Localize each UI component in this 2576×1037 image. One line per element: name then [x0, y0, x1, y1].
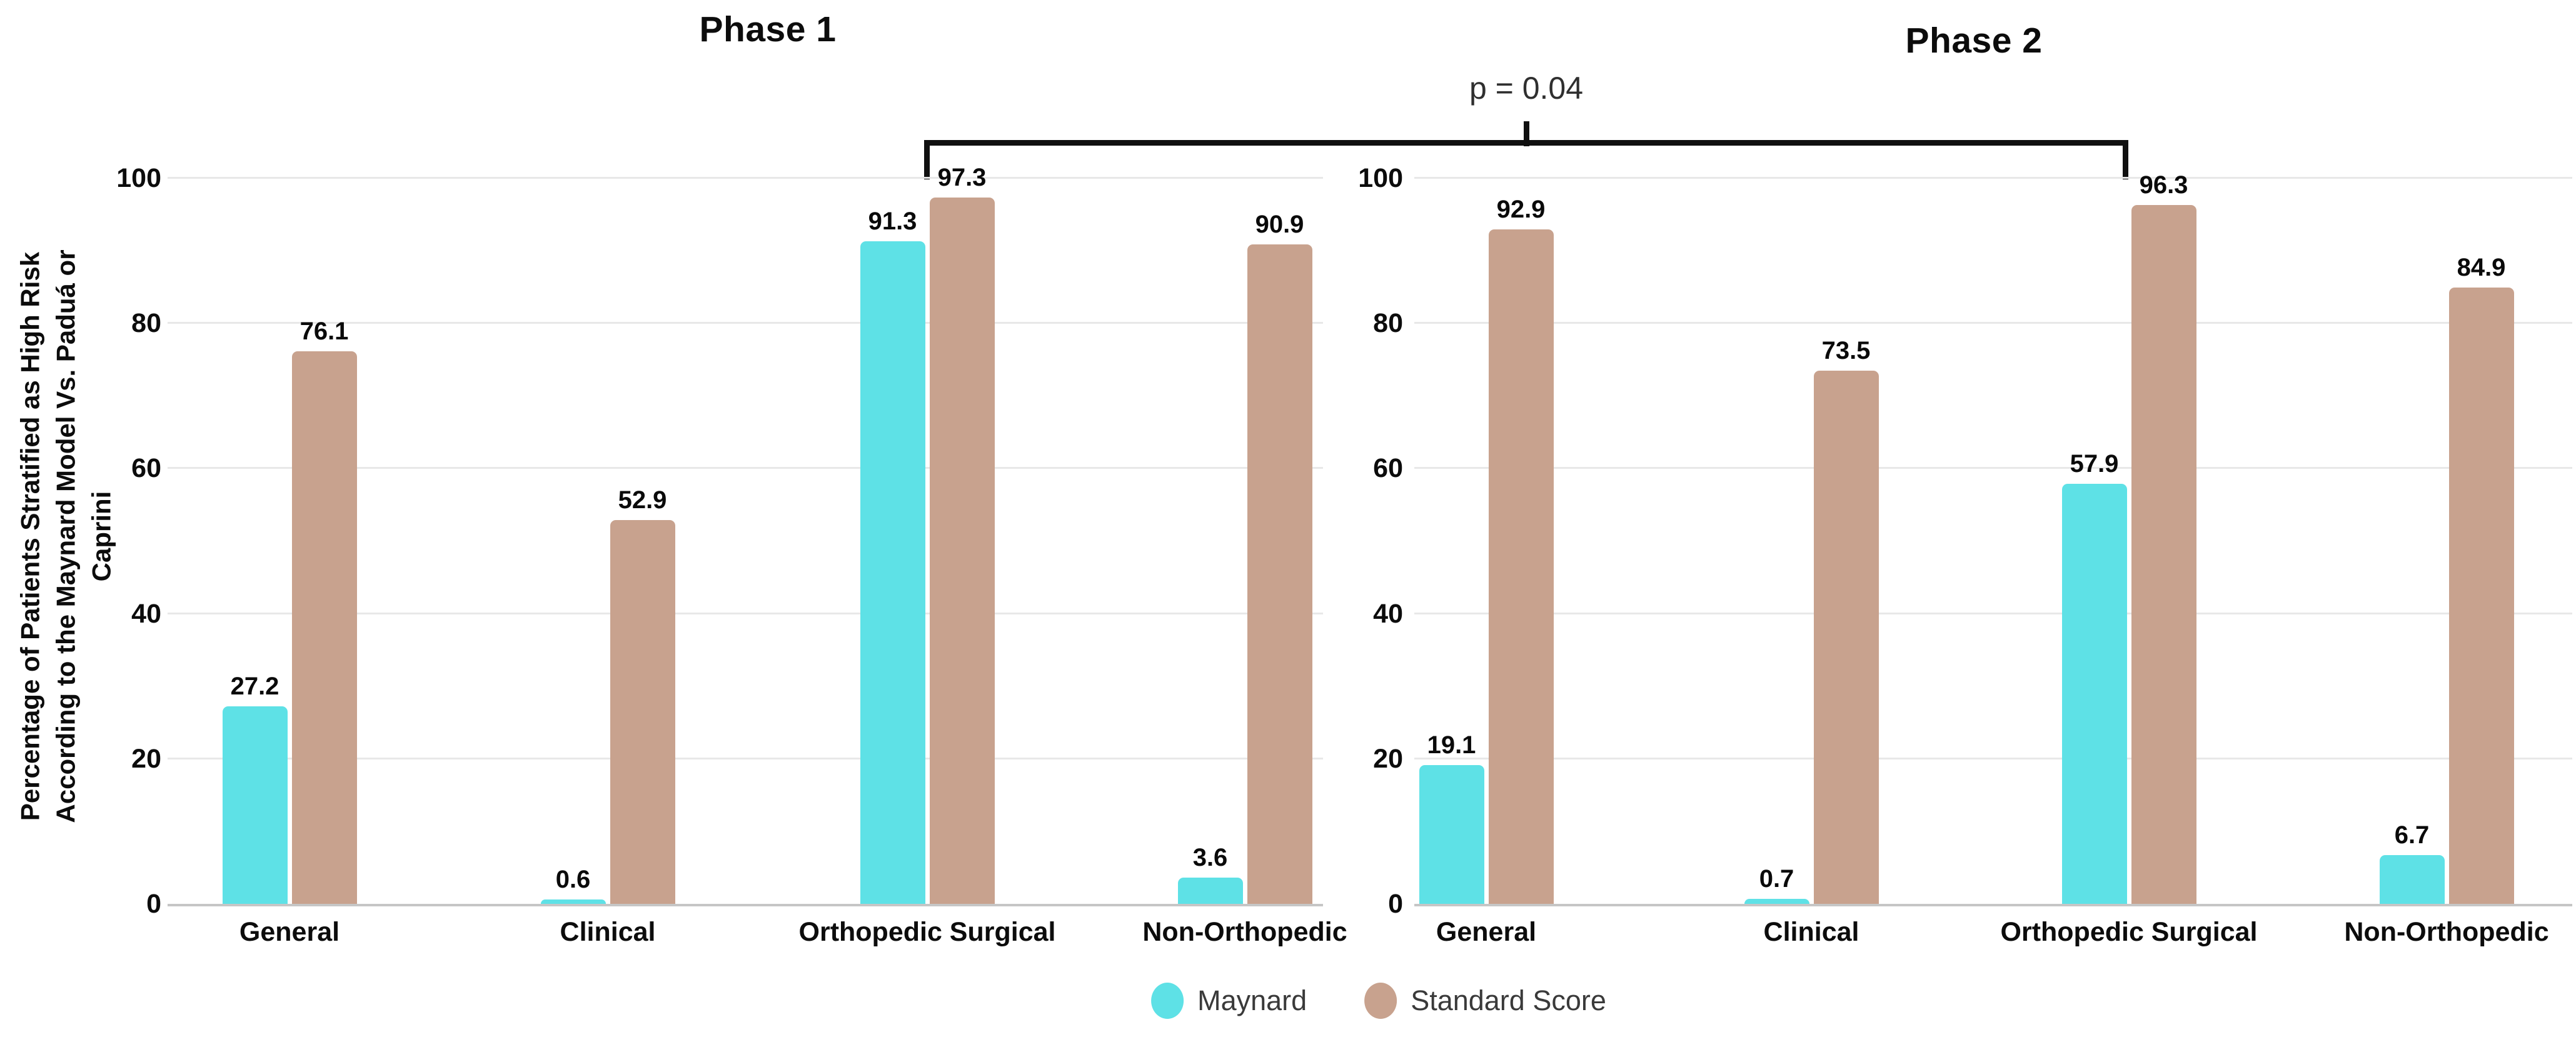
p2-general-standard-score-value-label: 92.9 [1496, 196, 1546, 224]
phase-2-title: Phase 2 [1905, 21, 2043, 61]
p2-non-orthopedic-standard-score-value-label: 84.9 [2457, 254, 2506, 282]
p2-y-tick-40: 40 [1373, 598, 1403, 629]
p2-gridline-0 [1414, 904, 2572, 906]
bracket-right-tick [2123, 140, 2128, 179]
maynard-swatch-icon [1151, 983, 1184, 1019]
phase-1-title: Phase 1 [699, 9, 837, 49]
p2-non-orthopedic-maynard-value-label: 6.7 [2394, 821, 2430, 849]
p2-general-maynard-value-label: 19.1 [1427, 731, 1476, 759]
p1-clinical-standard-score-value-label: 52.9 [618, 486, 667, 514]
p2-y-tick-80: 80 [1373, 308, 1403, 339]
p2-gridline-20 [1414, 757, 2572, 759]
p1-general-maynard-value-label: 27.2 [230, 673, 279, 701]
p1-y-tick-80: 80 [131, 308, 161, 339]
p1-y-tick-0: 0 [146, 889, 161, 919]
p2-orthopedic-surgical-standard-score-bar [2131, 204, 2196, 904]
p1-non-orthopedic-maynard-bar [1177, 878, 1243, 904]
p2-clinical-maynard-value-label: 0.7 [1759, 864, 1794, 893]
p1-orthopedic-surgical-standard-score-value-label: 97.3 [937, 164, 987, 192]
p1-category-clinical: Clinical [560, 917, 656, 947]
p1-general-standard-score-value-label: 76.1 [299, 318, 349, 346]
standard-score-swatch-icon [1364, 983, 1397, 1019]
p1-clinical-maynard-bar [540, 899, 606, 904]
legend-item-standard-score: Standard Score [1364, 983, 1606, 1019]
p2-general-standard-score-bar [1488, 229, 1554, 904]
p2-gridline-100 [1414, 177, 2572, 179]
p2-orthopedic-surgical-maynard-value-label: 57.9 [2070, 449, 2119, 478]
p1-general-maynard-bar [222, 706, 288, 904]
p1-gridline-40 [168, 612, 1323, 614]
legend-label-maynard: Maynard [1197, 984, 1307, 1016]
p1-non-orthopedic-maynard-value-label: 3.6 [1192, 844, 1228, 872]
p2-gridline-60 [1414, 467, 2572, 469]
p2-category-non-orthopedic: Non-Orthopedic [2344, 917, 2549, 947]
p1-clinical-standard-score-bar [610, 519, 675, 904]
p1-category-non-orthopedic: Non-Orthopedic [1142, 917, 1347, 947]
p1-y-tick-60: 60 [131, 453, 161, 484]
p2-clinical-maynard-bar [1744, 898, 1809, 904]
p2-y-tick-60: 60 [1373, 453, 1403, 484]
p2-y-tick-100: 100 [1358, 163, 1403, 193]
p2-non-orthopedic-standard-score-bar [2448, 288, 2514, 904]
p2-clinical-standard-score-value-label: 73.5 [1821, 336, 1871, 364]
p2-gridline-40 [1414, 612, 2572, 614]
p1-orthopedic-surgical-maynard-bar [860, 241, 925, 904]
p1-y-tick-20: 20 [131, 743, 161, 774]
significance-p-value: p = 0.04 [1469, 71, 1584, 106]
p2-general-maynard-bar [1419, 765, 1484, 904]
legend-label-standard-score: Standard Score [1411, 984, 1606, 1016]
p1-y-tick-40: 40 [131, 598, 161, 629]
p1-general-standard-score-bar [291, 351, 357, 904]
legend: Maynard Standard Score [1151, 983, 1606, 1019]
p2-category-orthopedic-surgical: Orthopedic Surgical [2000, 917, 2258, 947]
p1-gridline-0 [168, 904, 1323, 906]
p2-y-tick-20: 20 [1373, 743, 1403, 774]
p1-orthopedic-surgical-standard-score-bar [929, 198, 995, 904]
p2-orthopedic-surgical-maynard-bar [2061, 483, 2127, 904]
p1-gridline-80 [168, 322, 1323, 324]
p1-gridline-20 [168, 757, 1323, 759]
p2-non-orthopedic-maynard-bar [2379, 855, 2445, 904]
p1-category-general: General [239, 917, 340, 947]
bracket-center-tick [1524, 121, 1529, 146]
p1-gridline-60 [168, 467, 1323, 469]
p1-clinical-maynard-value-label: 0.6 [555, 866, 591, 894]
p2-y-tick-0: 0 [1388, 889, 1403, 919]
p1-y-tick-100: 100 [116, 163, 161, 193]
y-axis-title-line-1: Percentage of Patients Stratified as Hig… [15, 251, 45, 821]
p1-orthopedic-surgical-maynard-value-label: 91.3 [868, 208, 917, 235]
p1-non-orthopedic-standard-score-bar [1247, 244, 1312, 904]
p2-clinical-standard-score-bar [1813, 370, 1879, 904]
p2-category-clinical: Clinical [1763, 917, 1859, 947]
p1-gridline-100 [168, 177, 1323, 179]
p1-non-orthopedic-standard-score-value-label: 90.9 [1255, 210, 1304, 238]
p2-orthopedic-surgical-standard-score-value-label: 96.3 [2139, 171, 2188, 199]
p2-category-general: General [1436, 917, 1537, 947]
legend-item-maynard: Maynard [1151, 983, 1307, 1019]
p1-category-orthopedic-surgical: Orthopedic Surgical [798, 917, 1056, 947]
bracket-left-tick [924, 140, 930, 179]
p2-gridline-80 [1414, 322, 2572, 324]
